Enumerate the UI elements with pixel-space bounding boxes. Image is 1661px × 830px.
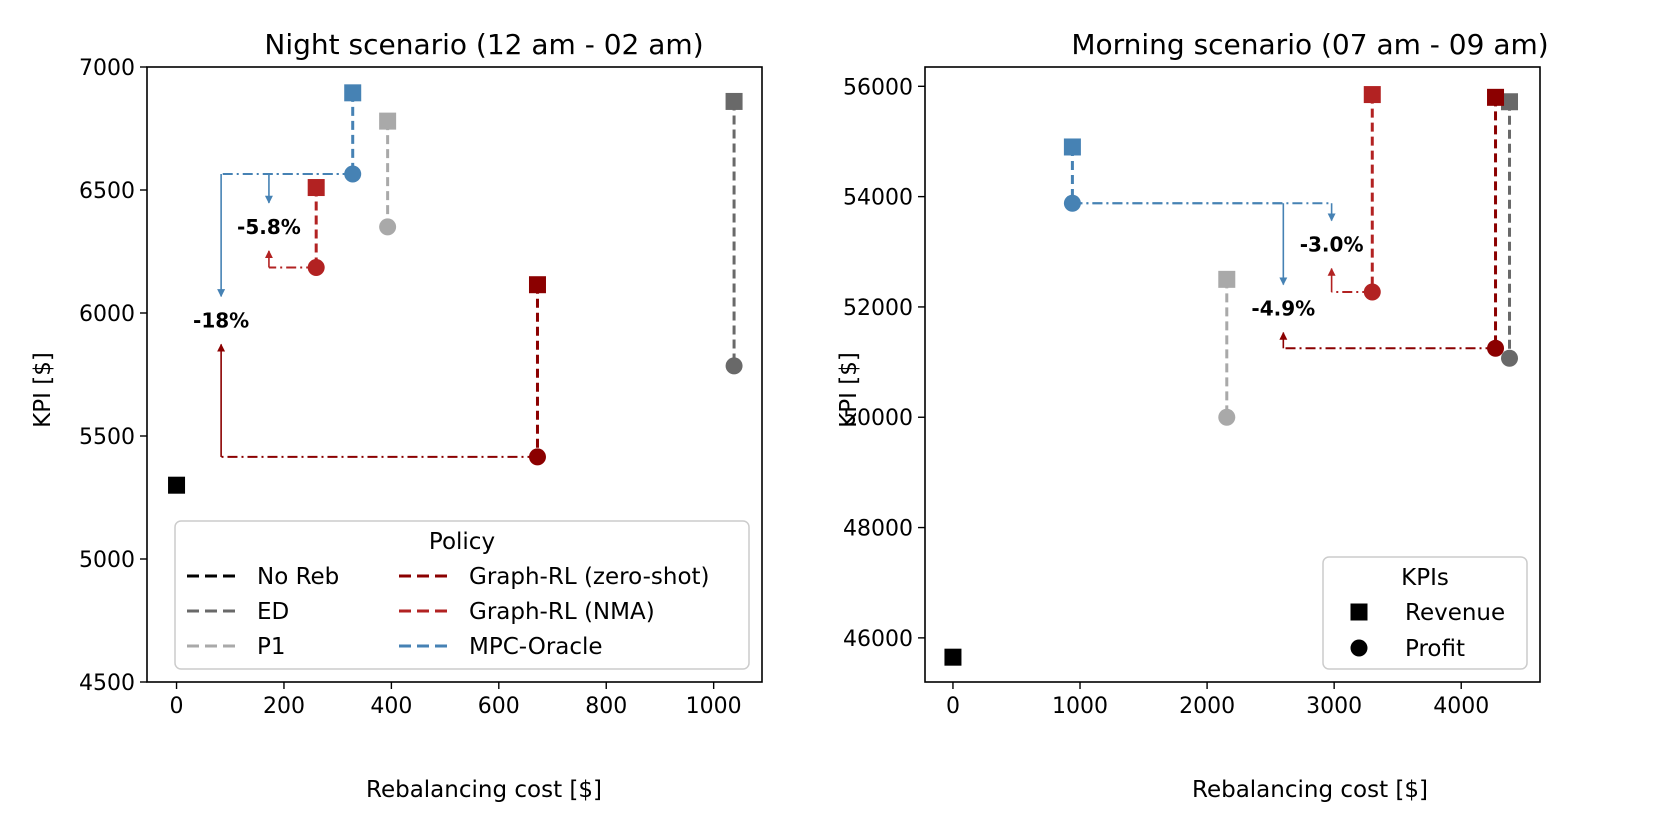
night-y-tick-label: 5500 xyxy=(79,425,135,450)
night-profit-point-graph-rl-zero-shot xyxy=(528,448,546,466)
morning-profit-point-graph-rl-zero-shot xyxy=(1487,339,1505,357)
morning-y-tick-label: 48000 xyxy=(843,517,913,542)
morning-revenue-point-p1 xyxy=(1218,270,1236,288)
morning-revenue-point-no-reb xyxy=(944,648,962,666)
morning-x-tick-label: 0 xyxy=(946,694,960,719)
night-revenue-point-ed xyxy=(725,92,743,110)
morning-revenue-point-ed xyxy=(1501,93,1519,111)
night-x-tick-label: 0 xyxy=(170,694,184,719)
morning-revenue-point-graph-rl-zero-shot xyxy=(1487,88,1505,106)
kpi-legend-title: KPIs xyxy=(1401,565,1449,591)
legend-label-graph-rl-zero-shot: Graph-RL (zero-shot) xyxy=(469,564,710,590)
legend-label-no-reb: No Reb xyxy=(257,564,339,590)
night-revenue-point-graph-rl-zero-shot xyxy=(528,276,546,294)
night-x-tick-label: 1000 xyxy=(686,694,742,719)
kpi-legend-circle-marker xyxy=(1350,639,1368,657)
morning-y-tick-label: 50000 xyxy=(843,406,913,431)
policy-legend-title: Policy xyxy=(429,529,495,555)
night-profit-point-graph-rl-nma xyxy=(307,258,325,276)
night-plot-title: Night scenario (12 am - 02 am) xyxy=(264,28,703,61)
morning-y-tick-label: 56000 xyxy=(843,75,913,100)
morning-x-tick-label: 1000 xyxy=(1052,694,1108,719)
morning-x-axis-label: Rebalancing cost [$] xyxy=(1192,777,1428,803)
night-revenue-point-no-reb xyxy=(168,476,186,494)
morning-profit-point-mpc-oracle xyxy=(1063,194,1081,212)
night-annotation-label: -5.8% xyxy=(237,215,301,239)
morning-plot-marks: 0 1000 2000 3000 4000 46000 48000 50000 52000 540… xyxy=(843,66,1541,719)
morning-x-tick-label: 2000 xyxy=(1179,694,1235,719)
legend-label-ed: ED xyxy=(257,599,289,625)
night-profit-point-p1 xyxy=(379,218,397,236)
morning-revenue-point-graph-rl-nma xyxy=(1363,86,1381,104)
morning-annotation-label: -3.0% xyxy=(1300,233,1364,257)
night-x-tick-label: 200 xyxy=(263,694,305,719)
morning-profit-point-p1 xyxy=(1218,408,1236,426)
morning-profit-point-graph-rl-nma xyxy=(1363,283,1381,301)
night-profit-point-mpc-oracle xyxy=(344,165,362,183)
policy-legend: Policy No Reb ED P1 Graph-RL (zero-shot) Grap… xyxy=(174,520,750,670)
night-y-axis-label: KPI [$] xyxy=(30,352,56,428)
kpi-legend-square-marker xyxy=(1350,603,1368,621)
kpi-legend: KPIs Revenue Profit xyxy=(1322,556,1528,670)
night-revenue-point-graph-rl-nma xyxy=(307,179,325,197)
night-annotation-label: -18% xyxy=(193,308,249,332)
legend-label-graph-rl-nma: Graph-RL (NMA) xyxy=(469,599,655,625)
night-y-tick-label: 7000 xyxy=(79,56,135,81)
morning-x-tick-label: 4000 xyxy=(1433,694,1489,719)
morning-y-tick-label: 46000 xyxy=(843,627,913,652)
night-x-tick-label: 600 xyxy=(478,694,520,719)
morning-y-tick-label: 54000 xyxy=(843,186,913,211)
night-revenue-point-p1 xyxy=(379,112,397,130)
morning-scenario-plot: Morning scenario (07 am - 09 am) Rebalan… xyxy=(836,28,1549,803)
night-plot-marks: 0 200 400 600 800 1000 4500 5000 5500 6000 6500 700… xyxy=(79,56,763,719)
morning-y-tick-label: 52000 xyxy=(843,296,913,321)
night-x-axis-label: Rebalancing cost [$] xyxy=(366,777,602,803)
kpi-legend-frame xyxy=(1322,556,1528,670)
night-y-tick-label: 5000 xyxy=(79,548,135,573)
night-axes-frame xyxy=(146,66,763,683)
morning-plot-title: Morning scenario (07 am - 09 am) xyxy=(1071,28,1548,61)
night-revenue-point-mpc-oracle xyxy=(344,84,362,102)
morning-x-tick-label: 3000 xyxy=(1306,694,1362,719)
night-x-tick-label: 400 xyxy=(370,694,412,719)
kpi-legend-label-revenue: Revenue xyxy=(1405,600,1505,626)
night-y-tick-label: 6500 xyxy=(79,179,135,204)
night-y-tick-label: 6000 xyxy=(79,302,135,327)
morning-annotation-label: -4.9% xyxy=(1251,297,1315,321)
policy-legend-frame xyxy=(174,520,750,670)
morning-axes-frame xyxy=(924,66,1541,683)
legend-label-p1: P1 xyxy=(257,634,286,660)
morning-y-axis-label: KPI [$] xyxy=(836,352,862,428)
night-scenario-plot: Night scenario (12 am - 02 am) Rebalanci… xyxy=(30,28,763,803)
morning-profit-point-ed xyxy=(1501,349,1519,367)
night-x-tick-label: 800 xyxy=(585,694,627,719)
night-y-tick-label: 4500 xyxy=(79,671,135,696)
legend-label-mpc-oracle: MPC-Oracle xyxy=(469,634,603,660)
morning-revenue-point-mpc-oracle xyxy=(1063,138,1081,156)
night-profit-point-ed xyxy=(725,357,743,375)
kpi-legend-label-profit: Profit xyxy=(1405,636,1465,662)
